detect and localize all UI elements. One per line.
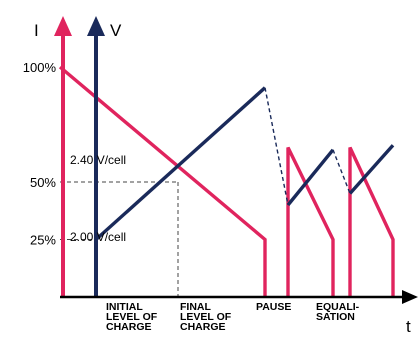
current-series-line — [58, 65, 267, 297]
current-axis-label: I — [34, 21, 39, 40]
y-tick-label: 25% — [30, 233, 56, 248]
current-series-line — [348, 146, 395, 297]
annotation-label: 2.00 V/cell — [70, 230, 126, 244]
phase-label: FINAL LEVEL OF CHARGE — [180, 301, 232, 333]
phase-label: PAUSE — [256, 301, 291, 313]
annotation-label: 2.40 V/cell — [70, 153, 126, 167]
time-axis-label: t — [406, 317, 411, 336]
current-axis-arrow — [54, 16, 72, 36]
y-tick-label: 100% — [23, 60, 57, 75]
voltage-series-line — [94, 86, 267, 241]
voltage-series-line — [348, 144, 395, 195]
voltage-axis-label: V — [110, 21, 122, 40]
y-tick-label: 50% — [30, 175, 56, 190]
voltage-series-line — [264, 87, 289, 206]
voltage-axis-arrow — [87, 16, 105, 36]
phase-label: EQUALI-SATION — [316, 301, 360, 323]
voltage-series-line — [332, 149, 351, 194]
time-axis-arrow — [402, 290, 418, 304]
current-series-line — [286, 146, 335, 297]
voltage-series-line — [286, 148, 335, 207]
phase-label: INITIAL LEVEL OF CHARGE — [106, 301, 158, 333]
